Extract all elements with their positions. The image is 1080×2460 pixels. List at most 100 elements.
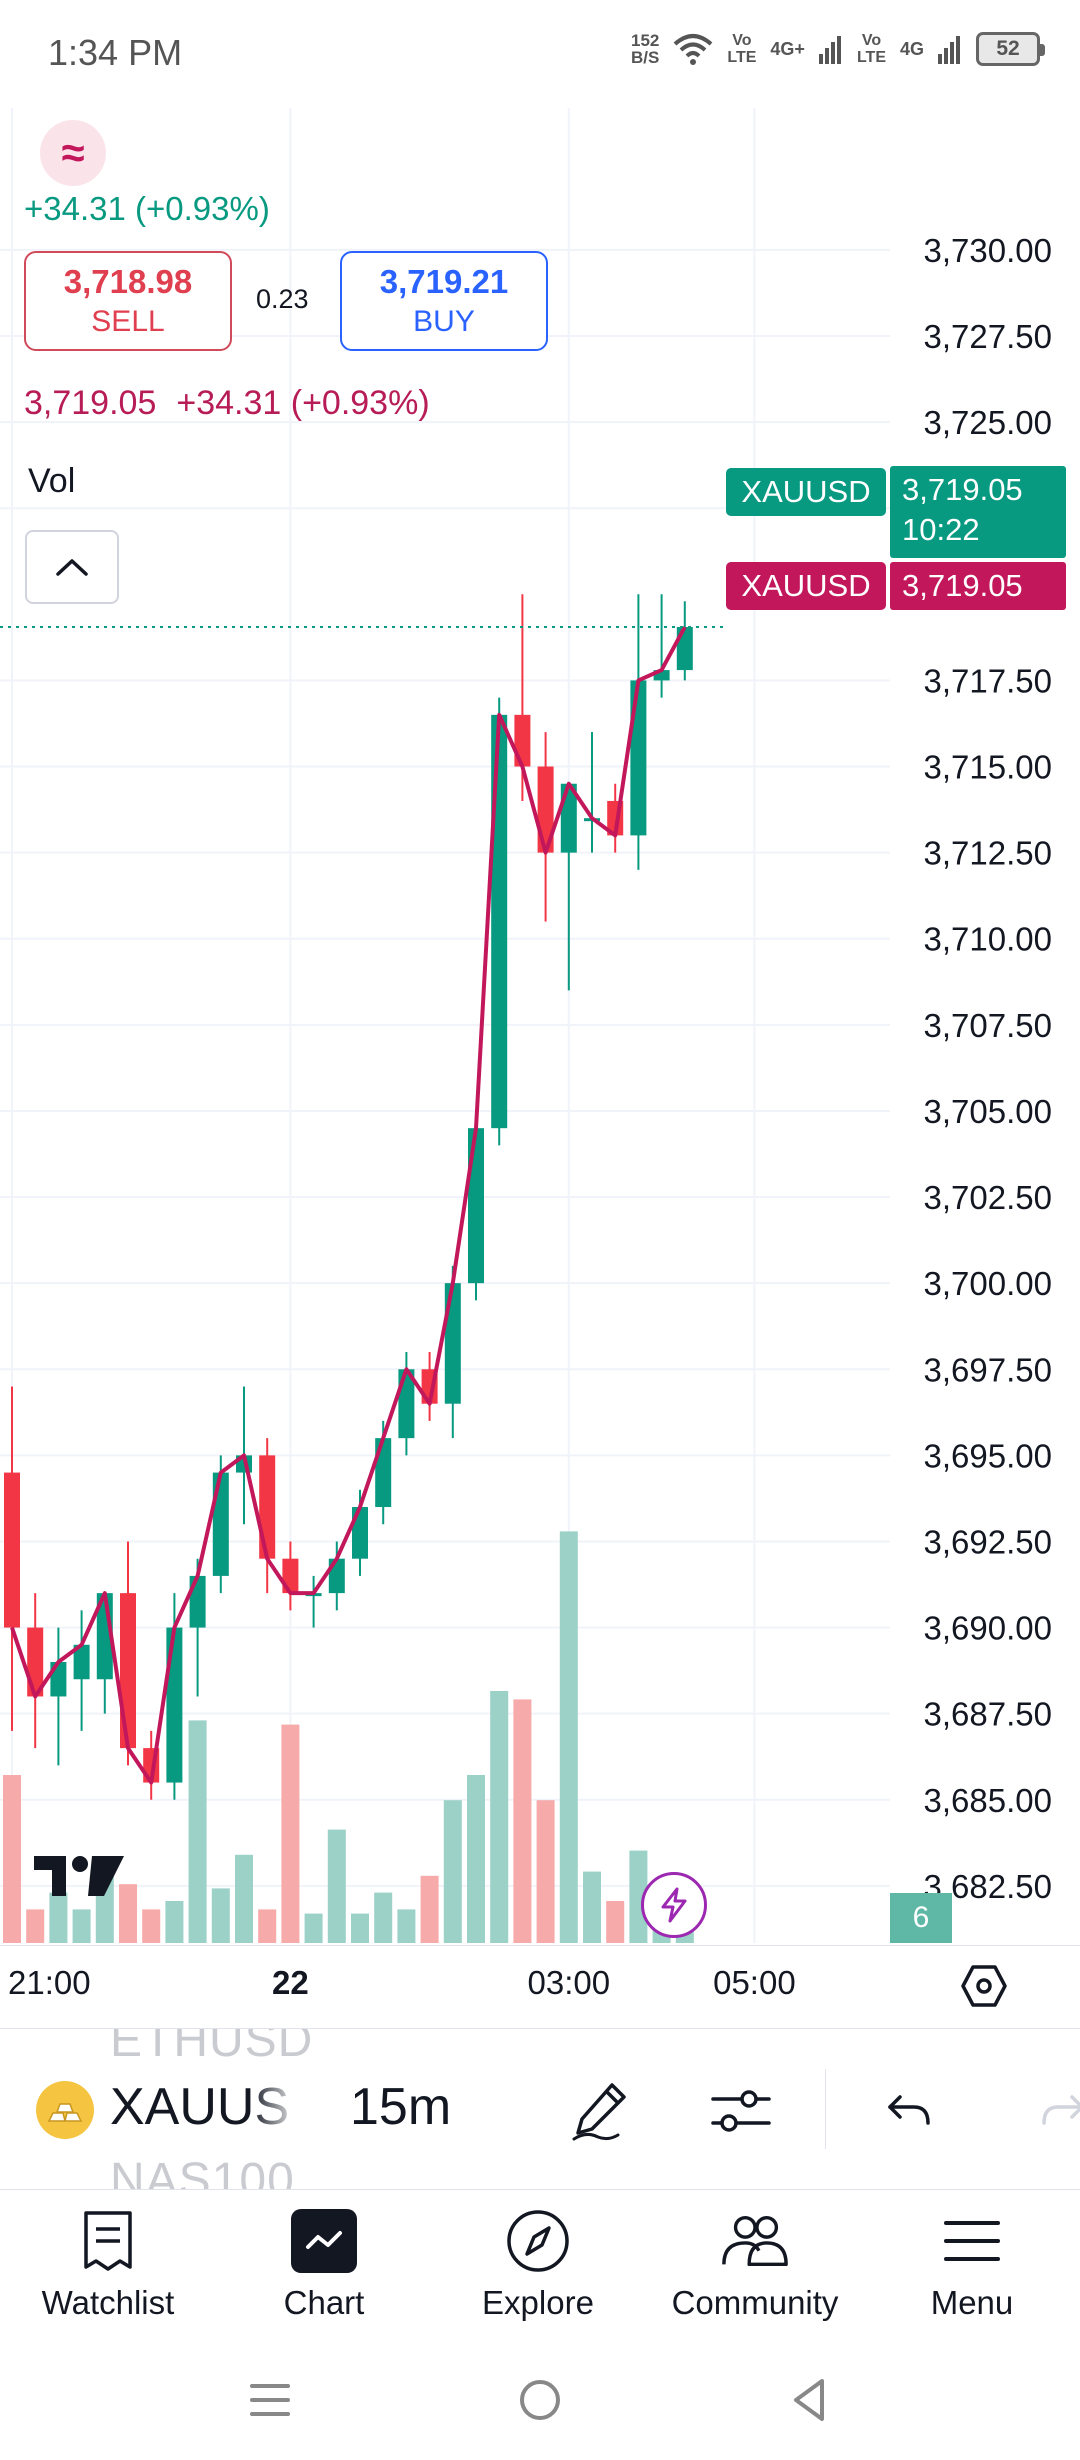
volume-indicator-label[interactable]: Vol [28,462,76,500]
candle-body [491,714,508,1129]
chart-icon [289,2206,359,2276]
volume-bar [49,1892,68,1943]
price-axis-label: 3,692.50 [924,1523,1052,1560]
sell-button[interactable]: 3,718.98 SELL [24,251,232,351]
indicators-button[interactable] [703,2073,779,2149]
countdown-price: 3,719.05 [902,472,1023,507]
price-axis-label: 3,685.00 [924,1782,1052,1819]
menu-icon [937,2206,1007,2276]
price-axis-label: 3,705.00 [924,1093,1052,1130]
volume-bar [536,1800,555,1943]
price-axis-label: 3,727.50 [924,318,1052,355]
undo-button[interactable] [872,2073,948,2149]
candle-body [444,1283,461,1404]
candle-body [166,1627,183,1783]
volume-bar [281,1724,300,1943]
volume-value-badge: 6 [890,1893,952,1943]
interval-selector[interactable]: 15m [350,2078,452,2136]
toolbar-divider [825,2069,826,2149]
candle-body [468,1128,484,1284]
network-type-1: 4G+ [770,38,805,59]
symbol-next[interactable]: NAS100 [110,2154,295,2190]
home-circle-icon [520,2380,560,2420]
signal-icon-1 [818,36,841,64]
time-axis-label: 05:00 [713,1964,796,2001]
net-speed: 152 B/S [631,31,660,67]
volte-label-1: Vo LTE [727,32,757,66]
nav-chart[interactable]: Chart [224,2206,424,2322]
candle-body [4,1472,20,1628]
redo-icon [1042,2095,1080,2125]
price-axis-label: 3,702.50 [924,1179,1052,1216]
status-time: 1:34 PM [48,32,183,73]
volume-bar [443,1800,462,1943]
back-triangle-icon [794,2379,824,2421]
pen-icon [572,2083,626,2141]
redo-button[interactable] [1024,2073,1080,2149]
price-axis-label: 3,710.00 [924,921,1052,958]
price-axis-label: 3,712.50 [924,835,1052,872]
volume-bar [235,1854,253,1943]
time-axis[interactable]: 21:00 22 03:00 05:00 [0,1945,1080,2025]
volume-bar [559,1531,578,1943]
recent-apps-button[interactable] [240,2370,300,2430]
volume-bar [629,1850,648,1943]
last-price: 3,719.05 [24,384,157,422]
volume-bar [26,1909,45,1943]
price-chart[interactable]: 3,730.003,727.503,725.003,722.503,717.50… [0,108,1080,1945]
spread-value: 0.23 [256,284,309,314]
price-countdown-tag: 3,719.05 10:22 [890,466,1066,558]
volume-bar [258,1909,277,1943]
bottom-navigation: Watchlist Chart Explore [0,2190,1080,2340]
system-navigation [0,2340,1080,2460]
nav-menu[interactable]: Menu [872,2206,1072,2322]
volume-bar [583,1871,601,1943]
chart-settings-button[interactable] [958,1960,1010,2012]
price-axis-label: 3,697.50 [924,1351,1052,1388]
nav-explore[interactable]: Explore [438,2206,638,2322]
status-icons: 152 B/S Vo LTE 4G+ Vo LTE 4G 52 [631,31,1045,67]
symbol-tag-last: XAUUSD [726,562,886,610]
home-button[interactable] [510,2370,570,2430]
nav-label-menu: Menu [930,2284,1014,2321]
price-axis-label: 3,690.00 [924,1610,1052,1647]
volume-bar [490,1691,509,1943]
time-axis-label: 21:00 [8,1964,91,2001]
network-type-2: 4G [899,38,924,59]
candle-body [212,1472,229,1576]
back-button[interactable] [780,2370,840,2430]
symbol-fade [250,2059,300,2159]
status-bar: 1:34 PM 152 B/S Vo LTE 4G+ Vo LTE 4G 52 [0,0,1080,108]
volume-bar [327,1829,346,1943]
flash-trade-button[interactable] [641,1872,707,1938]
signal-icon-2 [938,36,960,64]
price-axis-label: 3,715.00 [924,749,1052,786]
last-price-tag: 3,719.05 [890,562,1066,610]
price-axis-label: 3,687.50 [924,1696,1052,1733]
volume-bar [513,1699,532,1943]
quote-line: 3,719.05 +34.31 (+0.93%) [24,384,430,423]
chevron-up-icon [56,559,88,576]
tradingview-logo-icon [34,1856,124,1896]
price-axis-label: 3,695.00 [924,1437,1052,1474]
nav-label-explore: Explore [482,2284,594,2321]
volume-bar [188,1720,207,1943]
price-axis-label: 3,707.50 [924,1007,1052,1044]
nav-label-watchlist: Watchlist [41,2284,175,2321]
candle-body [653,670,670,681]
collapse-legend-button[interactable] [25,530,119,604]
drawing-tool-button[interactable] [562,2073,638,2149]
nav-community[interactable]: Community [655,2206,855,2322]
chart-toolbar: ETHUSD NAS100 XAUUSD 15m [0,2028,1080,2190]
price-axis-label: 3,717.50 [924,662,1052,699]
volume-bar [165,1901,184,1943]
daily-change: +34.31 (+0.93%) [24,190,270,227]
last-change: +34.31 (+0.93%) [176,384,430,422]
symbol-logo-icon: ≈ [40,120,106,186]
symbol-tag-countdown: XAUUSD [726,468,886,516]
volume-bar [142,1909,161,1943]
nav-watchlist[interactable]: Watchlist [8,2206,208,2322]
buy-button[interactable]: 3,719.21 BUY [340,251,548,351]
chart-area[interactable]: 3,730.003,727.503,725.003,722.503,717.50… [0,108,1080,1945]
buy-label: BUY [413,305,475,338]
